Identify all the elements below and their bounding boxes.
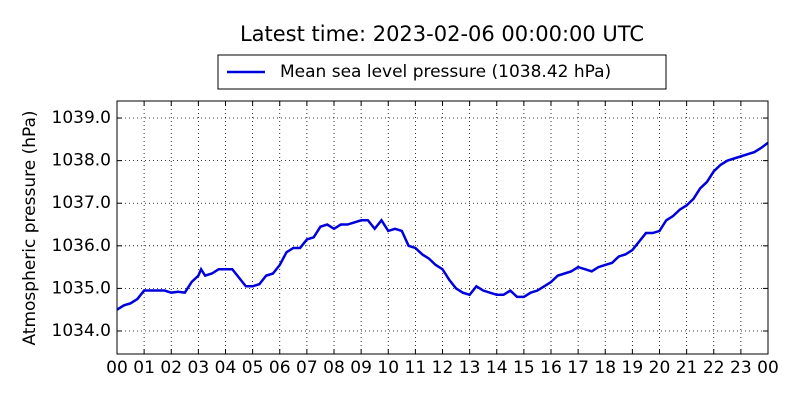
x-tick-label: 12	[432, 358, 454, 378]
x-tick-label: 05	[242, 358, 264, 378]
x-tick-label: 20	[649, 358, 671, 378]
y-tick-label: 1036.0	[52, 236, 111, 256]
x-tick-label: 10	[377, 358, 399, 378]
x-tick-label: 08	[323, 358, 345, 378]
x-tick-label: 00	[106, 358, 128, 378]
y-tick-label: 1039.0	[52, 108, 111, 128]
x-tick-label: 17	[567, 358, 589, 378]
y-tick-label: 1035.0	[52, 278, 111, 298]
x-tick-label: 13	[459, 358, 481, 378]
x-tick-label: 19	[622, 358, 644, 378]
x-tick-label: 02	[160, 358, 182, 378]
x-tick-label: 09	[350, 358, 372, 378]
x-tick-label: 07	[296, 358, 318, 378]
x-tick-label: 14	[486, 358, 508, 378]
x-tick-label: 15	[513, 358, 535, 378]
x-tick-label: 01	[133, 358, 155, 378]
x-tick-label: 04	[215, 358, 237, 378]
x-tick-label: 03	[188, 358, 210, 378]
y-tick-label: 1037.0	[52, 193, 111, 213]
x-tick-label: 16	[540, 358, 562, 378]
plot-frame	[116, 100, 769, 355]
x-tick-label: 22	[703, 358, 725, 378]
legend-label: Mean sea level pressure (1038.42 hPa)	[280, 62, 611, 82]
x-tick-label: 23	[730, 358, 752, 378]
y-tick-label: 1034.0	[52, 321, 111, 341]
x-tick-label: 11	[405, 358, 427, 378]
x-tick-label: 18	[594, 358, 616, 378]
y-tick-label: 1038.0	[52, 151, 111, 171]
x-tick-label: 06	[269, 358, 291, 378]
chart-title: Latest time: 2023-02-06 00:00:00 UTC	[240, 22, 644, 46]
legend-box	[217, 54, 667, 90]
x-tick-label: 21	[676, 358, 698, 378]
y-axis-label: Atmospheric pressure (hPa)	[20, 110, 40, 345]
line	[116, 141, 769, 311]
x-tick-label: 00	[757, 358, 779, 378]
